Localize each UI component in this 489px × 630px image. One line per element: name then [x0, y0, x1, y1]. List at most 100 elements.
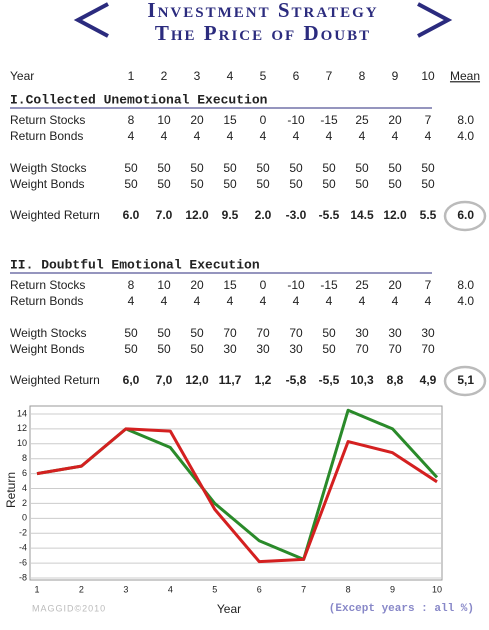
cell: 50 — [190, 177, 204, 191]
cell: 8 — [128, 113, 135, 127]
row-label: Weighted Return — [10, 373, 100, 387]
y-tick-label: 2 — [22, 498, 27, 508]
row-label: Return Stocks — [10, 278, 85, 292]
cell: 1,2 — [255, 373, 272, 387]
cell: 9.5 — [222, 208, 239, 222]
data-line — [36, 427, 438, 564]
cell: -15 — [320, 278, 338, 292]
mean-cell: 8.0 — [457, 113, 474, 127]
column-header: Year — [10, 69, 34, 83]
cell: 50 — [157, 177, 171, 191]
cell: 50 — [124, 342, 138, 356]
column-header: 3 — [194, 69, 201, 83]
cell: 4 — [194, 294, 201, 308]
cell: 50 — [322, 342, 336, 356]
cell: 50 — [223, 161, 237, 175]
cell: 4 — [326, 294, 333, 308]
x-tick-label: 7 — [301, 584, 306, 594]
cell: 50 — [388, 161, 402, 175]
cell: -10 — [287, 113, 305, 127]
cell: 15 — [223, 278, 237, 292]
y-tick-label: 14 — [17, 408, 27, 418]
cell: 7 — [425, 278, 432, 292]
x-tick-label: 9 — [390, 584, 395, 594]
cell: 4 — [392, 129, 399, 143]
cell: 50 — [322, 326, 336, 340]
cell: 4 — [293, 294, 300, 308]
cell: 11,7 — [219, 373, 242, 387]
column-header: 5 — [260, 69, 267, 83]
y-tick-label: -2 — [19, 528, 27, 538]
cell: 20 — [388, 113, 402, 127]
highlight-circle — [443, 200, 487, 232]
column-header: 1 — [128, 69, 135, 83]
cell: 12,0 — [185, 373, 209, 387]
column-header: 10 — [421, 69, 435, 83]
cell: 70 — [421, 342, 435, 356]
cell: 70 — [355, 342, 369, 356]
x-tick-label: 3 — [123, 584, 128, 594]
cell: 0 — [260, 113, 267, 127]
cell: 50 — [256, 177, 270, 191]
x-tick-label: 8 — [346, 584, 351, 594]
cell: 4 — [326, 129, 333, 143]
cell: 50 — [157, 161, 171, 175]
cell: 50 — [223, 177, 237, 191]
cell: 50 — [421, 161, 435, 175]
cell: 0 — [260, 278, 267, 292]
cell: 15 — [223, 113, 237, 127]
cell: 4 — [392, 294, 399, 308]
subtitle: The Price of Doubt — [155, 21, 371, 45]
cell: 30 — [421, 326, 435, 340]
row-label: Return Stocks — [10, 113, 85, 127]
cell: 7 — [425, 113, 432, 127]
y-tick-label: -6 — [19, 557, 27, 567]
cell: 50 — [190, 161, 204, 175]
column-header: 6 — [293, 69, 300, 83]
credit: MAGGID©2010 — [32, 603, 106, 613]
column-header: Mean — [450, 69, 480, 83]
cell: 8 — [128, 278, 135, 292]
column-header: 7 — [326, 69, 333, 83]
cell: 50 — [190, 326, 204, 340]
arrow-right — [417, 2, 453, 38]
y-tick-label: 10 — [17, 438, 27, 448]
cell: 12.0 — [185, 208, 209, 222]
cell: -3.0 — [286, 208, 307, 222]
cell: 50 — [421, 177, 435, 191]
cell: 50 — [157, 326, 171, 340]
cell: 20 — [190, 113, 204, 127]
cell: 50 — [322, 177, 336, 191]
cell: 50 — [355, 161, 369, 175]
mean-cell: 4.0 — [457, 129, 474, 143]
cell: 70 — [289, 326, 303, 340]
cell: 4 — [260, 294, 267, 308]
cell: 50 — [124, 161, 138, 175]
cell: 20 — [388, 278, 402, 292]
y-tick-label: 4 — [22, 483, 27, 493]
footnote: (Except years : all %) — [329, 603, 474, 615]
cell: -10 — [287, 278, 305, 292]
cell: -5,8 — [286, 373, 307, 387]
row-label: Weigth Stocks — [10, 161, 86, 175]
cell: 6.0 — [123, 208, 140, 222]
x-axis-label: Year — [217, 602, 241, 616]
cell: -5,5 — [319, 373, 340, 387]
row-label: Return Bonds — [10, 129, 83, 143]
row-label: Weight Bonds — [10, 177, 85, 191]
cell: 50 — [355, 177, 369, 191]
cell: 50 — [289, 177, 303, 191]
cell: 10 — [157, 278, 171, 292]
cell: 14.5 — [350, 208, 374, 222]
mean-cell: 4.0 — [457, 294, 474, 308]
section-title: II. Doubtful Emotional Execution — [10, 257, 260, 272]
plot-area — [29, 405, 443, 581]
cell: 70 — [223, 326, 237, 340]
cell: 6,0 — [123, 373, 140, 387]
cell: 25 — [355, 278, 369, 292]
column-header: 9 — [392, 69, 399, 83]
cell: 10,3 — [350, 373, 374, 387]
cell: 30 — [289, 342, 303, 356]
cell: 7.0 — [156, 208, 173, 222]
